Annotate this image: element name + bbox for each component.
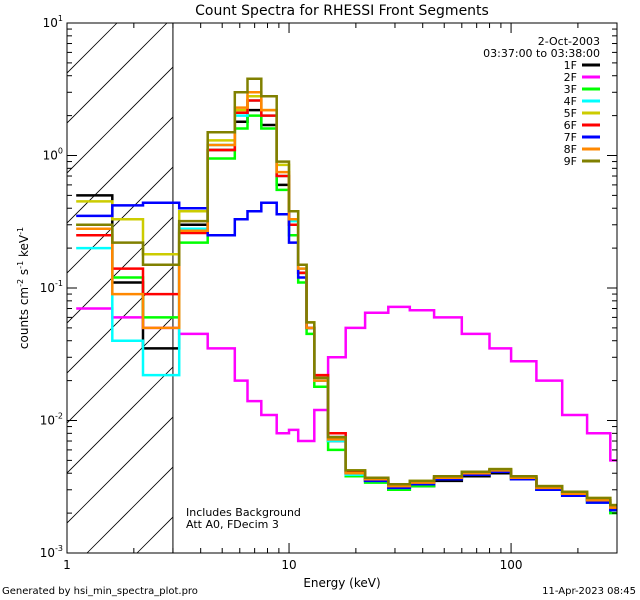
annotation-attenuator: Att A0, FDecim 3 [186,518,279,531]
series-line-8f [76,91,617,509]
legend-label: 3F [564,83,577,96]
series-line-3f [76,114,617,515]
y-tick-label: 100 [43,147,63,163]
date-label: 2-Oct-2003 [538,35,600,48]
series-line-7f [76,201,617,512]
excluded-energy-region [67,23,173,553]
x-tick-label: 10 [281,558,296,572]
series-line-2f [76,305,617,462]
series-line-6f [76,99,617,509]
generated-by: Generated by hsi_min_spectra_plot.pro [2,586,198,597]
legend-label: 5F [564,107,577,120]
chart-title: Count Spectra for RHESSI Front Segments [195,3,489,19]
series-group [76,77,617,515]
series-line-9f [76,77,617,507]
hatch-line [67,23,68,24]
x-tick-label: 1 [63,558,71,572]
generated-date: 11-Apr-2023 08:45 [542,586,636,597]
hatch-line [67,366,173,474]
legend-label: 4F [564,95,577,108]
legend-label: 2F [564,71,577,84]
y-axis-label: counts cm-2 s-1 keV-1 [16,227,31,349]
legend-label: 6F [564,119,577,132]
series-line-4f [76,99,617,512]
annotation-background: Includes Background [186,506,301,519]
hatch-line [67,66,173,174]
hatch-line [67,216,173,324]
axes-group: 1 10 100 101 100 10-1 10-2 10-3 [40,14,618,572]
legend-label: 7F [564,131,577,144]
legend-label: 1F [564,59,577,72]
series-line-5f [76,95,617,507]
hatch-line [67,23,168,124]
legend-label: 8F [564,143,577,156]
hatch-line [67,416,173,524]
time-range-label: 03:37:00 to 03:38:00 [483,47,600,60]
y-tick-label: 10-1 [40,279,63,295]
plot-frame [66,22,618,554]
x-axis-label: Energy (keV) [303,576,380,590]
legend-label: 9F [564,155,577,168]
series-line-1f [76,108,617,509]
y-tick-label: 101 [43,14,63,30]
y-tick-label: 10-3 [40,544,63,560]
y-tick-label: 10-2 [40,412,63,428]
x-tick-label: 100 [500,558,523,572]
hatch-line [67,266,173,374]
